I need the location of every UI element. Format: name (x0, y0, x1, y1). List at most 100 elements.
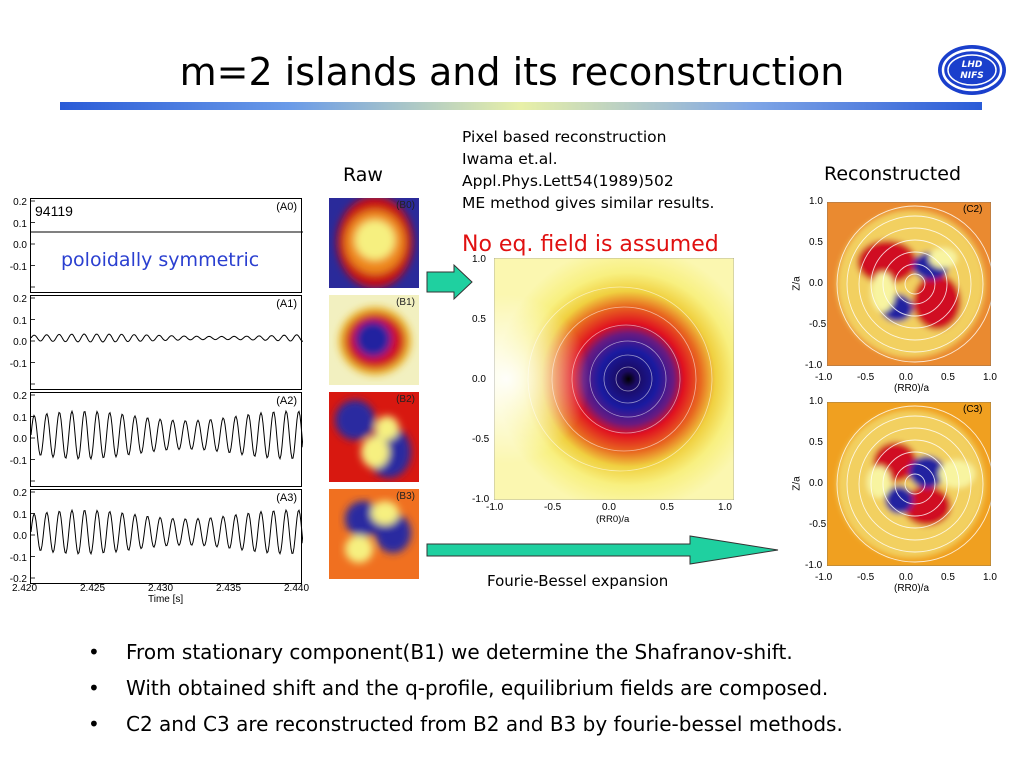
y-tick-label: -1.0 (472, 494, 490, 505)
panel-tag: (A2) (276, 395, 297, 407)
raw-image-tile: (B2) (329, 392, 419, 482)
raw-image (329, 295, 419, 385)
y-tick-label: 0.0 (13, 434, 27, 445)
y-tick-label: 0.0 (809, 278, 823, 289)
note-line-3: Appl.Phys.Lett54(1989)502 (462, 172, 674, 190)
y-tick-label: 0.5 (472, 314, 486, 325)
assumption-note: No eq. field is assumed (462, 232, 719, 257)
y-tick-label: 0.2 (13, 197, 27, 208)
tile-tag: (B0) (396, 200, 415, 211)
x-tick-label: -1.0 (486, 502, 504, 513)
x-tick-label: 2.430 (148, 583, 174, 594)
timeseries-panel: (A0) 0.2 0.1 0.0 -0.1 94119 poloidally symmetr… (10, 197, 303, 293)
timeseries-panel: (A1) 0.2 0.1 0.0 -0.1 (10, 294, 303, 390)
note-line-2: Iwama et.al. (462, 150, 558, 168)
bullet-icon: • (88, 640, 100, 664)
y-tick-label: 1.0 (809, 196, 823, 207)
svg-text:LHD: LHD (962, 60, 983, 70)
y-tick-label: -0.1 (9, 261, 27, 273)
note-line-4: ME method gives similar results. (462, 194, 715, 212)
x-axis-label: (RR0)/a (894, 383, 930, 394)
x-tick-label: -0.5 (857, 372, 875, 383)
y-tick-label: -0.1 (9, 358, 27, 370)
tile-tag: (B2) (396, 394, 415, 405)
y-tick-label: -0.5 (809, 319, 827, 330)
x-tick-label: -1.0 (815, 572, 833, 583)
y-tick-label: -1.0 (805, 360, 823, 371)
y-tick-label: 1.0 (472, 254, 486, 265)
panel-tag: (A0) (276, 201, 297, 213)
raw-image-tile: (B0) (329, 198, 419, 288)
y-tick-label: -0.1 (9, 552, 27, 564)
bullet-icon: • (88, 712, 100, 736)
x-tick-label: 0.5 (660, 502, 674, 513)
timeseries-trace (31, 200, 303, 288)
equilibrium-xlabel: (RR0)/a (596, 514, 630, 525)
timeseries-panel: (A3) 0.2 0.1 0.0 -0.1 -0.2 (10, 488, 303, 585)
x-tick-label: 0.0 (602, 502, 616, 513)
panel-tag: (C3) (963, 404, 983, 415)
equilibrium-map (494, 258, 734, 500)
raw-image (329, 198, 419, 288)
y-tick-label: 0.1 (13, 218, 27, 230)
tile-tag: (B1) (396, 297, 415, 308)
y-tick-label: 1.0 (809, 396, 823, 407)
bullet-text: From stationary component(B1) we determi… (126, 640, 793, 664)
reconstructed-map (827, 402, 991, 566)
x-tick-label: 0.0 (899, 372, 913, 383)
expansion-label: Fourie-Bessel expansion (487, 572, 669, 590)
x-tick-label: 2.435 (216, 583, 242, 594)
tile-tag: (B3) (396, 491, 415, 502)
poloidal-annotation: poloidally symmetric (61, 249, 260, 271)
svg-text:NIFS: NIFS (960, 71, 984, 81)
timeseries-trace (31, 297, 303, 385)
y-tick-label: 0.2 (13, 294, 27, 305)
raw-image (329, 489, 419, 579)
y-tick-label: 0.0 (13, 337, 27, 348)
arrow-fourier-bessel (426, 535, 779, 565)
x-tick-label: 0.5 (941, 572, 955, 583)
panel-tag: (C2) (963, 204, 983, 215)
panel-tag: (A3) (276, 492, 297, 504)
y-tick-label: 0.1 (13, 412, 27, 424)
x-tick-label: -0.5 (857, 572, 875, 583)
y-axis-label: Z/a (791, 276, 803, 291)
shot-number: 94119 (35, 203, 73, 219)
page-title: m=2 islands and its reconstruction (179, 50, 845, 94)
panel-tag: (A1) (276, 298, 297, 310)
reconstructed-map (827, 202, 991, 366)
y-tick-label: 0.5 (809, 237, 823, 248)
y-tick-label: 0.5 (809, 437, 823, 448)
raw-image-tile: (B1) (329, 295, 419, 385)
x-tick-label: 1.0 (983, 372, 997, 383)
y-tick-label: -0.2 (9, 574, 27, 585)
x-tick-label: 0.0 (899, 572, 913, 583)
x-tick-label: 2.425 (80, 583, 106, 594)
raw-image-tile: (B3) (329, 489, 419, 579)
x-tick-label: -1.0 (815, 372, 833, 383)
y-tick-label: 0.0 (809, 478, 823, 489)
bullet-text: C2 and C3 are reconstructed from B2 and … (126, 712, 843, 736)
note-line-1: Pixel based reconstruction (462, 128, 667, 146)
raw-label: Raw (343, 164, 383, 186)
x-axis-label: (RR0)/a (894, 583, 930, 594)
y-tick-label: 0.1 (13, 509, 27, 521)
y-tick-label: 0.0 (13, 240, 27, 251)
x-tick-label: 0.5 (941, 372, 955, 383)
arrow-raw-to-map (426, 263, 473, 301)
y-tick-label: -1.0 (805, 560, 823, 571)
y-axis-label: Z/a (791, 476, 803, 491)
y-tick-label: 0.2 (13, 391, 27, 402)
bullet-icon: • (88, 676, 100, 700)
nifs-logo: LHD NIFS (938, 45, 1006, 95)
timeseries-trace (31, 394, 303, 482)
y-tick-label: -0.5 (809, 519, 827, 530)
timeseries-panel: (A2) 0.2 0.1 0.0 -0.1 (10, 391, 303, 487)
timeseries-trace (31, 491, 303, 579)
y-tick-label: 0.2 (13, 488, 27, 499)
y-tick-label: 0.0 (13, 531, 27, 542)
y-tick-label: 0.1 (13, 315, 27, 327)
reconstructed-label: Reconstructed (824, 163, 961, 185)
x-tick-label: 1.0 (718, 502, 732, 513)
y-tick-label: 0.0 (472, 374, 486, 385)
